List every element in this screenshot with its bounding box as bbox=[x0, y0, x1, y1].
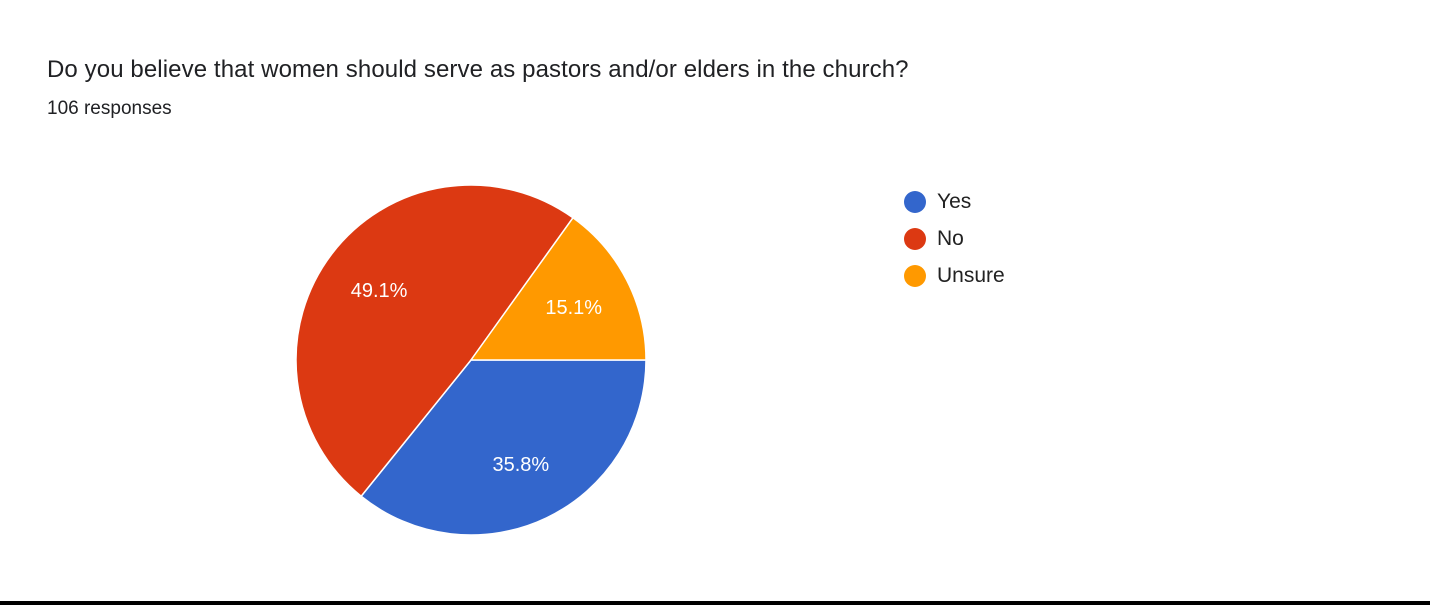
legend-item-no[interactable]: No bbox=[904, 220, 1005, 257]
slice-label-yes: 35.8% bbox=[492, 454, 549, 476]
pie-slice-yes[interactable] bbox=[360, 359, 647, 536]
response-count: 106 responses bbox=[47, 98, 172, 119]
slice-label-unsure: 15.1% bbox=[545, 297, 602, 319]
legend-dot-icon bbox=[904, 264, 926, 287]
pie-slice-unsure[interactable] bbox=[469, 216, 647, 361]
pie-slice-labels: 35.8% 49.1% 15.1% bbox=[351, 280, 603, 476]
legend-item-unsure[interactable]: Unsure bbox=[904, 257, 1005, 294]
chart-title: Do you believe that women should serve a… bbox=[47, 56, 909, 83]
legend-label: Unsure bbox=[937, 263, 1005, 287]
slice-label-no: 49.1% bbox=[351, 280, 408, 302]
legend-dot-icon bbox=[904, 227, 926, 250]
legend-dot-icon bbox=[904, 190, 926, 213]
legend-label: Yes bbox=[937, 189, 972, 213]
legend-item-yes[interactable]: Yes bbox=[904, 183, 1005, 220]
bottom-border bbox=[0, 601, 1430, 605]
chart-legend: Yes No Unsure bbox=[904, 183, 1005, 294]
pie-slices bbox=[295, 184, 647, 536]
legend-label: No bbox=[937, 226, 964, 250]
pie-slice-no[interactable] bbox=[295, 184, 575, 498]
